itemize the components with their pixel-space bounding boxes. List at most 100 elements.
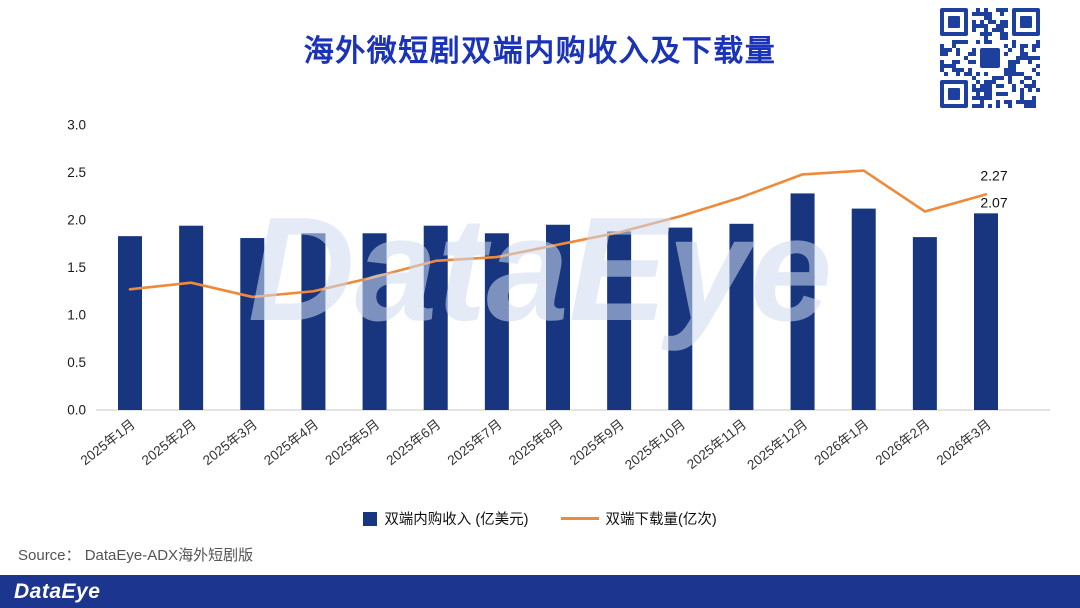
qr-module	[1000, 24, 1004, 28]
qr-module	[984, 72, 988, 76]
qr-module	[940, 52, 944, 56]
qr-module	[1020, 48, 1024, 52]
qr-module	[944, 72, 948, 76]
x-tick-label: 2025年7月	[445, 417, 505, 469]
qr-module	[1020, 72, 1024, 76]
qr-module	[1012, 40, 1016, 44]
y-tick-label: 1.0	[67, 308, 86, 323]
qr-module	[1032, 100, 1036, 104]
qr-module	[996, 84, 1000, 88]
y-tick-label: 2.5	[67, 165, 86, 180]
legend-item-downloads: 双端下载量(亿次)	[560, 508, 717, 529]
qr-module	[1000, 92, 1004, 96]
qr-module	[988, 40, 992, 44]
legend: 双端内购收入 (亿美元) 双端下载量(亿次)	[0, 508, 1080, 529]
dataeye-logo: DataEye	[14, 579, 101, 603]
qr-module	[1024, 100, 1028, 104]
bar	[729, 223, 754, 410]
qr-module	[944, 52, 948, 56]
qr-module	[988, 92, 992, 96]
qr-module	[1020, 100, 1024, 104]
qr-module	[1008, 104, 1012, 108]
qr-module	[1020, 80, 1024, 84]
qr-module	[944, 64, 948, 68]
qr-module	[940, 68, 944, 72]
qr-module	[1024, 84, 1028, 88]
qr-module	[948, 16, 960, 28]
x-tick-label: 2026年1月	[811, 417, 871, 469]
qr-module	[1016, 100, 1020, 104]
qr-module	[1004, 8, 1008, 12]
qr-module	[980, 96, 984, 100]
qr-module	[1004, 44, 1008, 48]
qr-module	[988, 96, 992, 100]
qr-module	[1000, 12, 1004, 16]
bar	[118, 236, 142, 410]
bar	[974, 213, 998, 410]
qr-module	[1024, 56, 1028, 60]
qr-module	[952, 44, 956, 48]
x-tick-label: 2025年1月	[78, 417, 138, 469]
qr-module	[1008, 60, 1012, 64]
qr-module	[1004, 72, 1008, 76]
qr-module	[992, 28, 996, 32]
qr-module	[1016, 60, 1020, 64]
qr-module	[1008, 48, 1012, 52]
qr-module	[1004, 100, 1008, 104]
qr-module	[984, 80, 988, 84]
bar	[362, 233, 387, 410]
qr-module	[1020, 44, 1024, 48]
qr-module	[984, 24, 988, 28]
qr-module	[956, 72, 960, 76]
qr-module	[968, 52, 972, 56]
qr-module	[1032, 84, 1036, 88]
qr-module	[944, 48, 948, 52]
qr-module	[1008, 64, 1012, 68]
qr-module	[980, 88, 984, 92]
qr-module	[1000, 32, 1004, 36]
qr-module	[948, 88, 960, 100]
source-text: Source： DataEye-ADX海外短剧版	[18, 547, 254, 564]
qr-module	[1036, 44, 1040, 48]
qr-module	[980, 20, 984, 24]
qr-module	[1016, 56, 1020, 60]
qr-module	[956, 60, 960, 64]
qr-module	[984, 32, 988, 36]
qr-module	[976, 96, 980, 100]
qr-module	[976, 104, 980, 108]
qr-module	[1012, 84, 1016, 88]
qr-module	[972, 76, 976, 80]
qr-module	[1032, 96, 1036, 100]
qr-module	[964, 40, 968, 44]
bar-series-swatch	[363, 511, 378, 526]
qr-module	[980, 32, 984, 36]
qr-module	[1004, 92, 1008, 96]
qr-module	[972, 84, 976, 88]
qr-module	[996, 28, 1000, 32]
bar	[240, 238, 265, 410]
legend-item-revenue: 双端内购收入 (亿美元)	[363, 508, 529, 529]
qr-module	[1004, 32, 1008, 36]
qr-module	[1032, 68, 1036, 72]
bar	[668, 227, 693, 410]
qr-module	[988, 20, 992, 24]
qr-module	[1012, 60, 1016, 64]
qr-module	[1008, 72, 1012, 76]
qr-module	[1032, 48, 1036, 52]
y-tick-label: 1.5	[67, 260, 86, 275]
qr-code	[938, 6, 1042, 110]
data-label: 2.07	[980, 194, 1007, 210]
qr-module	[1024, 52, 1028, 56]
qr-module	[980, 24, 984, 28]
legend-label-revenue: 双端内购收入 (亿美元)	[384, 512, 529, 528]
x-tick-label: 2025年8月	[506, 417, 566, 469]
y-tick-label: 2.0	[67, 213, 86, 228]
qr-module	[988, 32, 992, 36]
qr-module	[992, 76, 996, 80]
qr-module	[1016, 72, 1020, 76]
footer-bar: DataEye	[0, 575, 1080, 608]
qr-module	[948, 48, 952, 52]
qr-module	[972, 60, 976, 64]
qr-module	[976, 40, 980, 44]
